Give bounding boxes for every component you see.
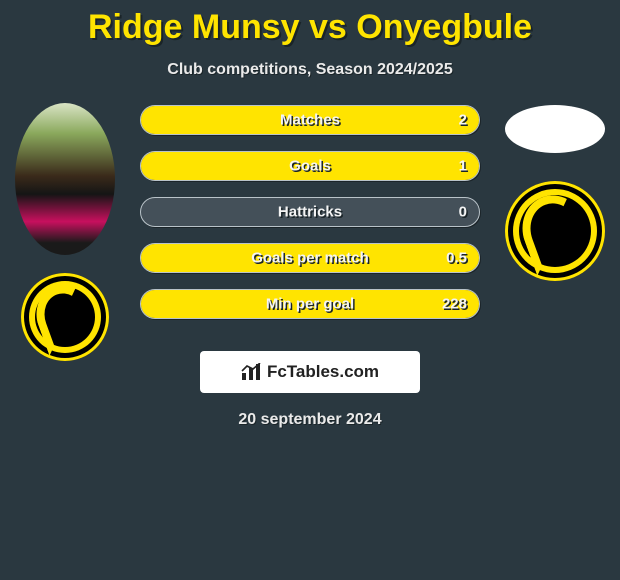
stat-bar-label: Hattricks: [278, 204, 342, 221]
stat-bar: Goals per match 0.5: [140, 243, 480, 273]
stat-bar: Matches 2: [140, 105, 480, 135]
stat-bar-right-value: 1: [459, 158, 467, 175]
stat-bar-right-value: 228: [442, 296, 467, 313]
brand-attribution: FcTables.com: [200, 351, 420, 393]
stat-bar: Min per goal 228: [140, 289, 480, 319]
comparison-subtitle: Club competitions, Season 2024/2025: [0, 61, 620, 79]
left-player-photo: [15, 103, 115, 255]
snapshot-date: 20 september 2024: [0, 411, 620, 429]
stat-bar-label: Goals per match: [251, 250, 369, 267]
right-player-column: [500, 103, 610, 281]
right-player-photo-placeholder: [505, 105, 605, 153]
stat-bar-label: Min per goal: [266, 296, 354, 313]
comparison-title: Ridge Munsy vs Onyegbule: [0, 0, 620, 47]
stat-bar-label: Matches: [280, 112, 340, 129]
club-logo-swirl: [28, 278, 103, 357]
brand-text: FcTables.com: [267, 362, 379, 382]
stat-bars-container: Matches 2 Goals 1 Hattricks 0 Goals per match 0…: [140, 103, 480, 319]
left-club-logo: [21, 273, 109, 361]
stat-bar: Goals 1: [140, 151, 480, 181]
stat-bar-label: Goals: [289, 158, 331, 175]
right-club-logo: [505, 181, 605, 281]
comparison-body: Matches 2 Goals 1 Hattricks 0 Goals per match 0…: [0, 103, 620, 319]
left-player-column: [10, 103, 120, 361]
chart-icon: [241, 363, 261, 381]
stat-bar: Hattricks 0: [140, 197, 480, 227]
stat-bar-right-value: 2: [459, 112, 467, 129]
stat-bar-right-value: 0.5: [446, 250, 467, 267]
stat-bar-right-value: 0: [459, 204, 467, 221]
